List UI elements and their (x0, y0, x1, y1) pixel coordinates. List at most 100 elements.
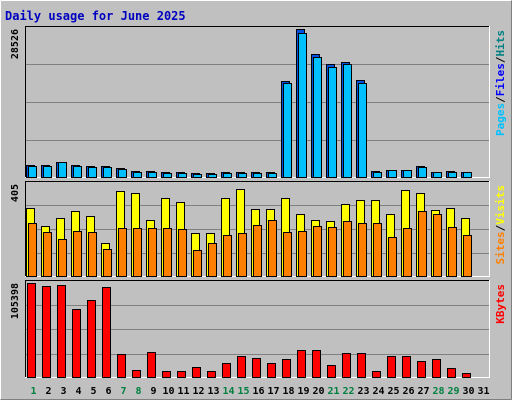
bar-sites-day-18 (283, 232, 292, 277)
bar-kbytes-day-21 (327, 365, 336, 378)
panel-mid-legend: Sites/Visits (494, 185, 507, 265)
bar-sites-day-27 (418, 211, 427, 277)
bar-pages-day-15 (238, 173, 247, 178)
legend-entry: Visits (494, 185, 507, 225)
x-tick-label: 21 (327, 386, 339, 397)
x-tick-label: 3 (60, 386, 66, 397)
x-tick-label: 28 (432, 386, 444, 397)
bar-kbytes-day-5 (87, 300, 96, 378)
bar-sites-day-19 (298, 231, 307, 277)
bar-sites-day-5 (88, 232, 97, 277)
legend-entry: Files (494, 63, 507, 96)
bar-kbytes-day-4 (72, 309, 81, 378)
x-tick-label: 8 (135, 386, 141, 397)
bar-kbytes-day-2 (42, 286, 51, 378)
bar-kbytes-day-22 (342, 353, 351, 378)
bar-kbytes-day-23 (357, 353, 366, 378)
panel-mid-max-label: 405 (10, 184, 21, 202)
bar-kbytes-day-17 (267, 363, 276, 378)
bar-pages-day-28 (433, 172, 442, 178)
bar-sites-day-26 (403, 228, 412, 277)
x-tick-label: 9 (150, 386, 156, 397)
bar-sites-day-17 (268, 220, 277, 277)
bar-sites-day-23 (358, 223, 367, 277)
bar-kbytes-day-1 (27, 283, 36, 378)
x-tick-label: 16 (252, 386, 264, 397)
bar-pages-day-1 (28, 166, 37, 178)
panel-bot-legend: KBytes (494, 284, 507, 324)
x-tick-label: 23 (357, 386, 369, 397)
bar-sites-day-21 (328, 227, 337, 277)
bar-kbytes-day-7 (117, 354, 126, 378)
bar-pages-day-16 (253, 173, 262, 178)
x-tick-label: 25 (387, 386, 399, 397)
bar-pages-day-2 (43, 166, 52, 178)
bar-kbytes-day-12 (192, 367, 201, 378)
bar-kbytes-day-29 (447, 368, 456, 378)
bar-pages-day-12 (193, 174, 202, 178)
bar-pages-day-8 (133, 172, 142, 178)
x-tick-label: 5 (90, 386, 96, 397)
bar-pages-day-24 (373, 172, 382, 178)
legend-entry: / (494, 224, 507, 231)
bar-kbytes-day-27 (417, 361, 426, 378)
bar-kbytes-day-10 (162, 371, 171, 378)
panel-top-legend: Pages/Files/Hits (494, 30, 507, 136)
bar-pages-day-11 (178, 173, 187, 178)
x-tick-label: 29 (447, 386, 459, 397)
legend-entry: / (494, 56, 507, 63)
x-tick-label: 31 (477, 386, 489, 397)
x-tick-label: 11 (177, 386, 189, 397)
bar-kbytes-day-18 (282, 359, 291, 378)
bar-pages-day-17 (268, 173, 277, 178)
bar-sites-day-14 (223, 235, 232, 277)
chart-panels: 28526Pages/Files/Hits405Sites/Visits1053… (10, 26, 507, 378)
bar-kbytes-day-26 (402, 356, 411, 378)
panel-top-max-label: 28526 (10, 29, 21, 59)
bar-pages-day-10 (163, 173, 172, 178)
bar-pages-day-23 (358, 83, 367, 178)
bar-sites-day-9 (148, 228, 157, 277)
bar-pages-day-3 (58, 162, 67, 178)
bar-pages-day-29 (448, 172, 457, 178)
bar-kbytes-day-6 (102, 287, 111, 378)
bar-pages-day-25 (388, 170, 397, 178)
x-tick-label: 27 (417, 386, 429, 397)
bar-kbytes-day-19 (297, 350, 306, 378)
x-tick-label: 6 (105, 386, 111, 397)
x-axis-labels: 1 2 3 4 5 6 7 8 9 10 11 12 13 14 15 16 17 18 19 20 21 22 23 24 2… (30, 386, 489, 397)
bar-sites-day-10 (163, 228, 172, 277)
x-tick-label: 30 (462, 386, 474, 397)
x-tick-label: 10 (162, 386, 174, 397)
bar-sites-day-25 (388, 237, 397, 277)
bar-sites-day-16 (253, 225, 262, 277)
x-tick-label: 22 (342, 386, 354, 397)
bar-sites-day-24 (373, 223, 382, 277)
bar-sites-day-15 (238, 233, 247, 277)
bar-sites-day-8 (133, 228, 142, 277)
bar-sites-day-2 (43, 232, 52, 277)
bar-pages-day-21 (328, 67, 337, 178)
bar-kbytes-day-11 (177, 371, 186, 378)
bar-pages-day-6 (103, 167, 112, 178)
bar-kbytes-day-30 (462, 373, 471, 378)
x-tick-label: 15 (237, 386, 249, 397)
bar-sites-day-6 (103, 249, 112, 277)
bar-pages-day-18 (283, 83, 292, 178)
bar-sites-day-20 (313, 226, 322, 277)
bar-pages-day-14 (223, 173, 232, 178)
bar-kbytes-day-13 (207, 371, 216, 378)
bar-sites-day-12 (193, 250, 202, 277)
legend-entry: Pages (494, 103, 507, 136)
legend-entry: Sites (494, 231, 507, 264)
x-tick-label: 7 (120, 386, 126, 397)
bar-sites-day-30 (463, 235, 472, 277)
x-tick-label: 18 (282, 386, 294, 397)
legend-entry: KBytes (494, 284, 507, 324)
x-tick-label: 13 (207, 386, 219, 397)
legend-entry: Hits (494, 30, 507, 57)
x-tick-label: 17 (267, 386, 279, 397)
bar-kbytes-day-28 (432, 359, 441, 378)
